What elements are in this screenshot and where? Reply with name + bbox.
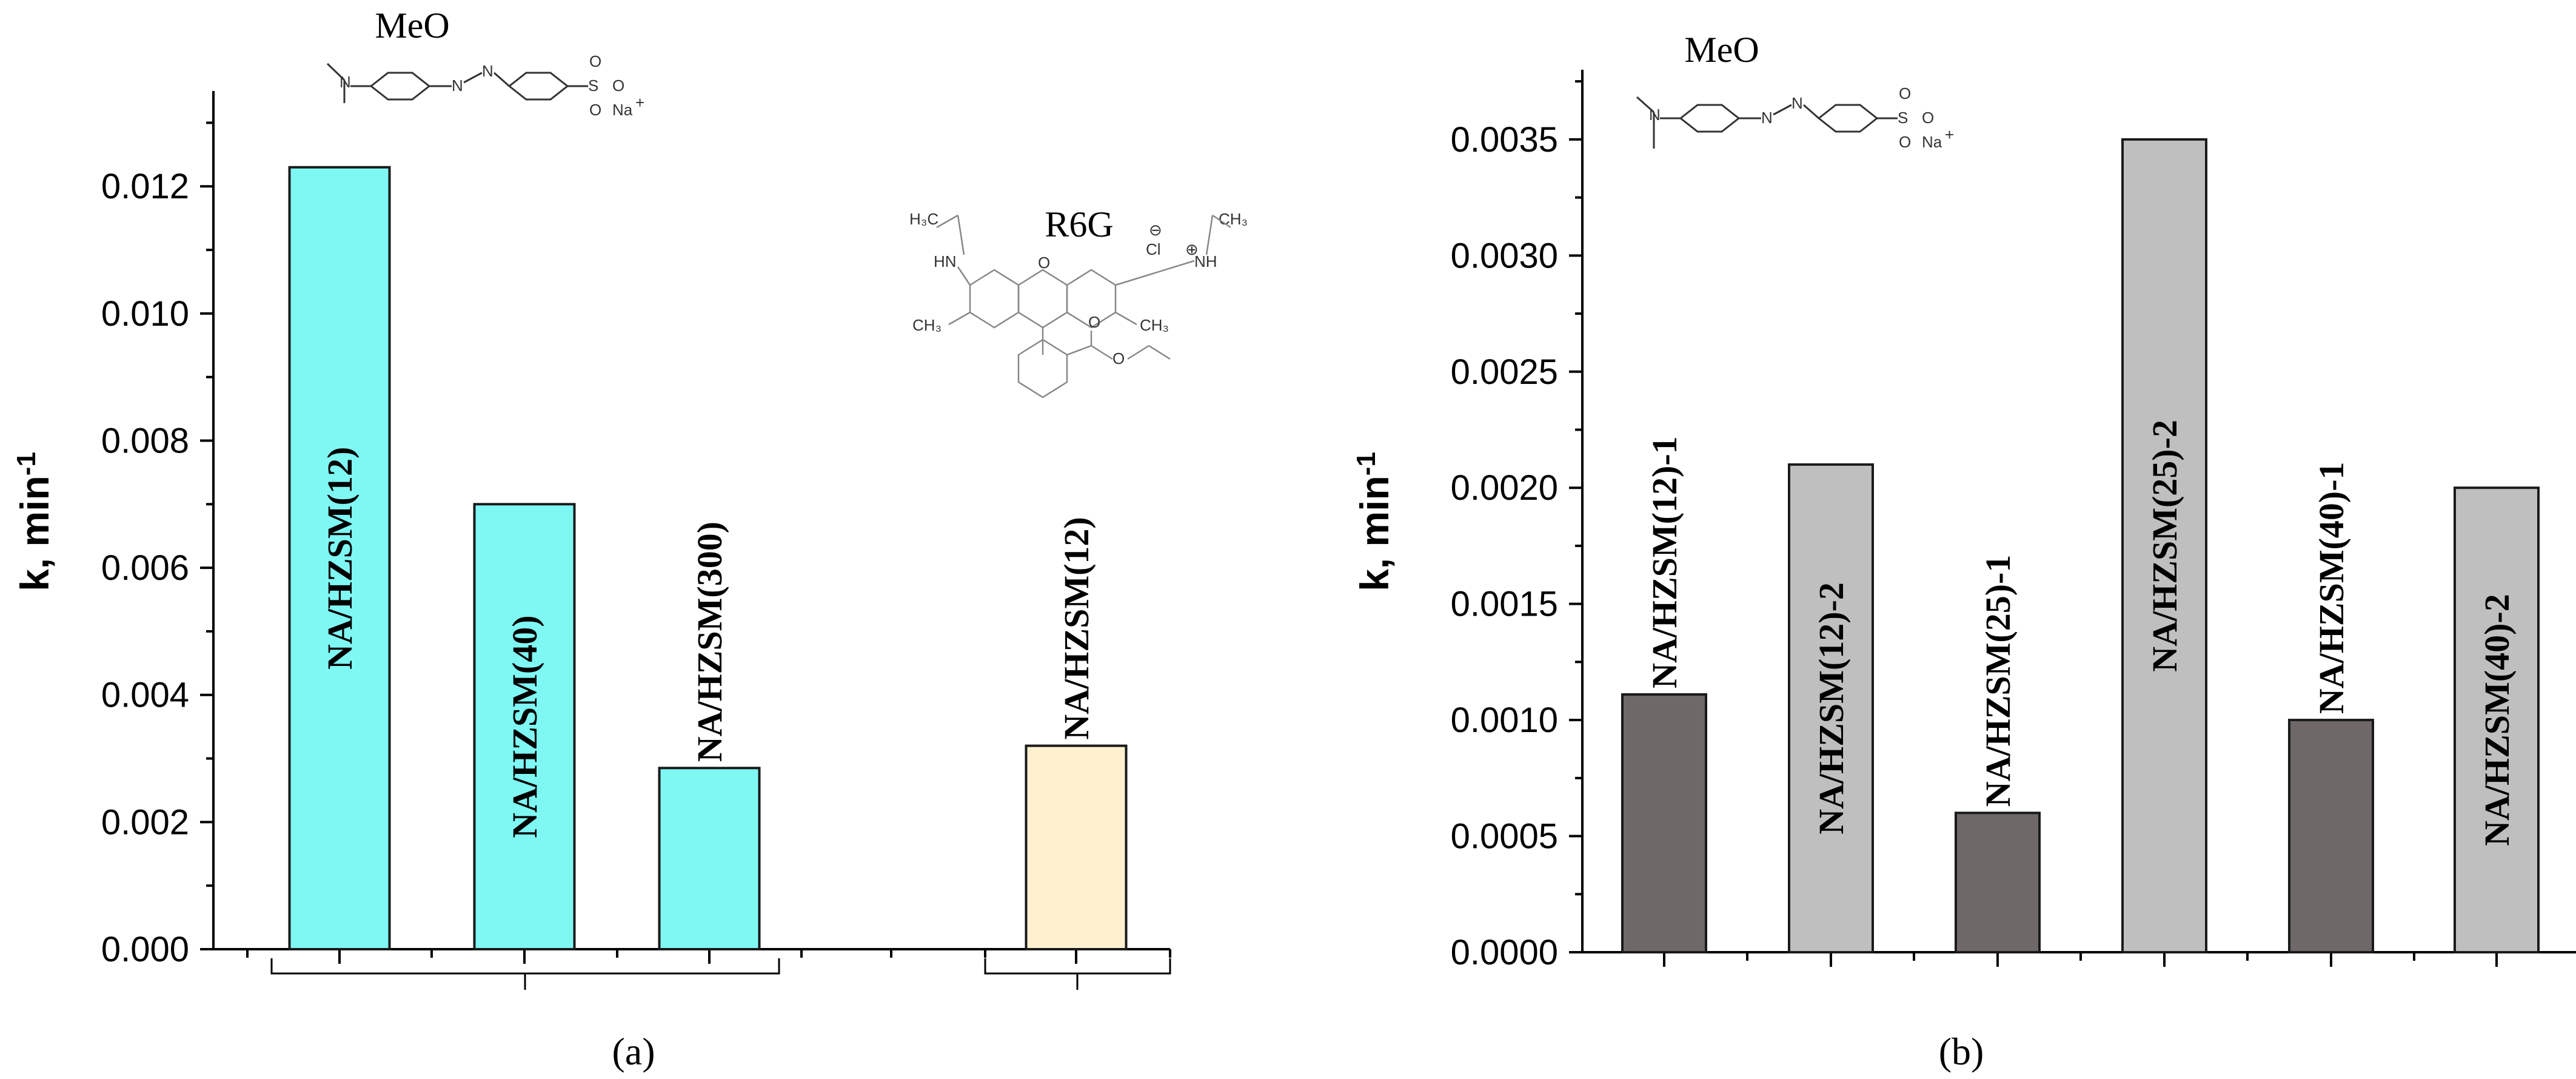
bar	[288, 166, 391, 950]
y-tick-label: 0.0010	[1451, 701, 1558, 740]
svg-text:O: O	[1038, 254, 1050, 272]
y-tick-label: 0.0035	[1451, 120, 1558, 160]
svg-text:+: +	[1945, 126, 1954, 144]
y-tick-label: 0.0020	[1451, 468, 1558, 508]
bar	[2454, 486, 2540, 953]
svg-text:O: O	[1088, 313, 1100, 331]
panel-b-label: (b)	[1939, 1030, 1984, 1073]
svg-text:CH₃: CH₃	[1140, 316, 1169, 334]
bar	[658, 767, 761, 951]
svg-text:O: O	[589, 52, 601, 70]
bar	[2288, 719, 2374, 953]
panel-b-y-axis-label: k, min-1	[1351, 452, 1397, 591]
panel-a-label: (a)	[612, 1030, 655, 1073]
panel-a-y-axis: 0.000 0.002 0.004 0.006 0.008 0.010 0.012	[101, 91, 1171, 969]
r6g-bracket	[984, 958, 1171, 975]
panel-a: 0.000 0.002 0.004 0.006 0.008 0.010 0.012 k, m…	[12, 5, 1248, 1073]
meo-structure-b: MeO N N N S O O O Na +	[1636, 30, 1954, 151]
panel-b-y-ticks: 0.0000 0.0005 0.0010 0.0015 0.0020 0.0025 0.00…	[1451, 80, 1582, 972]
bar-label: NA/HZSM(25)-1	[1978, 555, 2018, 807]
bar	[1955, 812, 2041, 954]
svg-text:Cl: Cl	[1146, 240, 1161, 258]
svg-text:O: O	[1922, 109, 1934, 127]
bar-label: NA/HZSM(40)-2	[2477, 594, 2517, 846]
svg-text:S: S	[588, 76, 598, 95]
meo-title-b: MeO	[1684, 30, 1759, 70]
meo-structure-a: MeO N N N S O O O Na +	[326, 5, 644, 119]
bar-label: NA/HZSM(40)	[505, 615, 544, 838]
y-tick-label: 0.012	[101, 167, 189, 206]
svg-text:N: N	[1761, 109, 1773, 127]
bar-label: NA/HZSM(25)-2	[2145, 420, 2184, 672]
svg-text:O: O	[1899, 84, 1911, 103]
y-tick-label: 0.006	[101, 548, 189, 588]
svg-text:NH: NH	[1194, 252, 1217, 271]
svg-text:O: O	[612, 76, 624, 95]
svg-text:O: O	[1112, 349, 1125, 368]
svg-text:N: N	[1649, 106, 1661, 124]
bar	[1788, 463, 1874, 953]
svg-text:⊕: ⊕	[1185, 240, 1199, 258]
bar	[473, 503, 576, 950]
y-tick-label: 0.0030	[1451, 236, 1558, 275]
svg-text:Na: Na	[1922, 133, 1942, 151]
bar	[1025, 744, 1128, 951]
y-tick-label: 0.0025	[1451, 352, 1558, 392]
y-tick-label: 0.002	[101, 802, 189, 842]
y-tick-label: 0.0015	[1451, 585, 1558, 624]
panel-a-bars: NA/HZSM(12) NA/HZSM(40) NA/HZSM(300) NA/HZS…	[288, 166, 1128, 951]
bar-label: NA/HZSM(12)-2	[1812, 582, 1851, 835]
y-tick-label: 0.0005	[1451, 817, 1558, 856]
svg-text:N: N	[482, 62, 493, 80]
svg-text:Na: Na	[612, 101, 633, 119]
svg-text:S: S	[1898, 109, 1908, 127]
bar	[2121, 138, 2207, 954]
bar-label: NA/HZSM(12)-1	[1645, 436, 1684, 688]
r6g-structure: R6G H₃C CH₃ HN NH Cl ⊖ ⊕ O CH₃ CH₃ O	[909, 204, 1248, 398]
svg-text:⊖: ⊖	[1149, 221, 1162, 239]
svg-text:HN: HN	[934, 252, 957, 271]
meo-title-a: MeO	[375, 5, 449, 45]
bar-label: NA/HZSM(40)-1	[2312, 462, 2351, 714]
bar-label: NA/HZSM(300)	[690, 522, 729, 762]
svg-text:CH₃: CH₃	[1219, 210, 1248, 228]
bar-label: NA/HZSM(12)	[320, 447, 360, 670]
y-tick-label: 0.0000	[1451, 933, 1558, 972]
svg-text:O: O	[1899, 133, 1911, 151]
svg-text:N: N	[1791, 94, 1803, 112]
y-tick-label: 0.004	[101, 676, 189, 715]
panel-a-y-axis-label: k, min-1	[12, 452, 57, 591]
svg-text:CH₃: CH₃	[912, 316, 942, 334]
bar	[1621, 693, 1707, 953]
panel-b-x-ticks	[1663, 952, 2498, 967]
panel-a-x-ticks	[246, 949, 1171, 964]
y-tick-label: 0.008	[101, 421, 189, 460]
y-tick-label: 0.010	[101, 294, 189, 334]
panel-b: 0.0000 0.0005 0.0010 0.0015 0.0020 0.0025 0.00…	[1351, 30, 2576, 1073]
svg-text:H₃C: H₃C	[909, 210, 938, 228]
r6g-title: R6G	[1045, 204, 1113, 244]
panel-b-bars: NA/HZSM(12)-1 NA/HZSM(12)-2 NA/HZSM(25)-1 N…	[1621, 138, 2540, 954]
panel-a-y-ticks: 0.000 0.002 0.004 0.006 0.008 0.010 0.012	[101, 121, 213, 969]
svg-text:+: +	[635, 93, 644, 112]
panel-a-group-brackets	[270, 958, 1171, 990]
svg-text:O: O	[589, 101, 601, 119]
svg-text:N: N	[452, 76, 463, 95]
y-tick-label: 0.000	[101, 930, 189, 969]
meo-a-n1: N	[340, 73, 351, 91]
bar-label: NA/HZSM(12)	[1057, 517, 1096, 739]
